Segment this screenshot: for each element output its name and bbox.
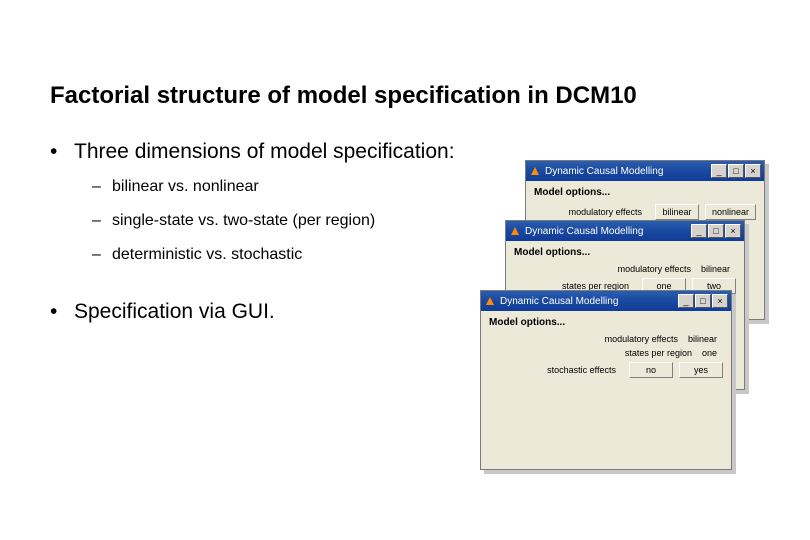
model-options-label: Model options...: [514, 247, 736, 258]
minimize-button[interactable]: _: [711, 164, 727, 178]
matlab-icon: [529, 165, 541, 177]
row-value: one: [702, 348, 723, 358]
row-value: bilinear: [688, 334, 723, 344]
maximize-button[interactable]: □: [728, 164, 744, 178]
dialog-window-3: Dynamic Causal Modelling _ □ × Model opt…: [480, 290, 732, 470]
maximize-button[interactable]: □: [695, 294, 711, 308]
window-title: Dynamic Causal Modelling: [545, 166, 711, 177]
window-title: Dynamic Causal Modelling: [500, 296, 678, 307]
sub-bilinear: bilinear vs. nonlinear: [92, 178, 510, 196]
row-label: modulatory effects: [514, 264, 701, 274]
bullet-gui: Specification via GUI.: [50, 300, 275, 324]
close-button[interactable]: ×: [712, 294, 728, 308]
matlab-icon: [484, 295, 496, 307]
minimize-button[interactable]: _: [691, 224, 707, 238]
window-title: Dynamic Causal Modelling: [525, 226, 691, 237]
row-label: modulatory effects: [534, 207, 652, 217]
minimize-button[interactable]: _: [678, 294, 694, 308]
row-label: modulatory effects: [489, 334, 688, 344]
row-label: stochastic effects: [489, 365, 626, 375]
titlebar: Dynamic Causal Modelling _ □ ×: [526, 161, 764, 181]
model-options-label: Model options...: [534, 187, 756, 198]
row-value: bilinear: [701, 264, 736, 274]
slide-title: Factorial structure of model specificati…: [50, 82, 637, 110]
sub-deterministic: deterministic vs. stochastic: [92, 246, 510, 264]
matlab-icon: [509, 225, 521, 237]
option-bilinear-button[interactable]: bilinear: [655, 204, 699, 220]
option-nonlinear-button[interactable]: nonlinear: [705, 204, 756, 220]
bullets: Three dimensions of model specification:…: [50, 140, 510, 280]
close-button[interactable]: ×: [745, 164, 761, 178]
row-label: states per region: [489, 348, 702, 358]
close-button[interactable]: ×: [725, 224, 741, 238]
sub-single-state: single-state vs. two-state (per region): [92, 212, 510, 230]
maximize-button[interactable]: □: [708, 224, 724, 238]
model-options-label: Model options...: [489, 317, 723, 328]
titlebar: Dynamic Causal Modelling _ □ ×: [506, 221, 744, 241]
titlebar: Dynamic Causal Modelling _ □ ×: [481, 291, 731, 311]
bullet-dimensions: Three dimensions of model specification:: [50, 140, 510, 164]
option-no-button[interactable]: no: [629, 362, 673, 378]
option-yes-button[interactable]: yes: [679, 362, 723, 378]
